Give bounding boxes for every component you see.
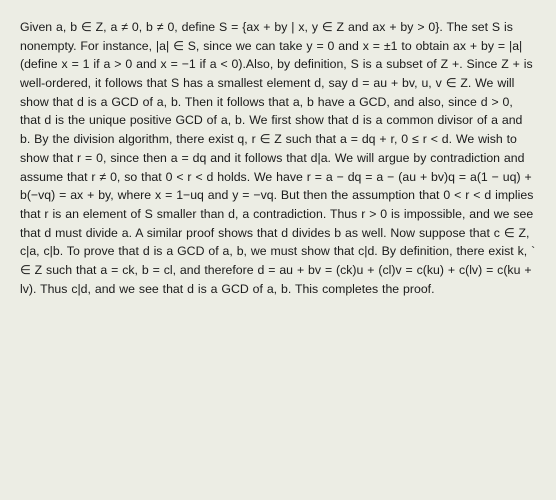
proof-paragraph: Given a, b ∈ Z, a ≠ 0, b ≠ 0, define S =… [20, 18, 536, 298]
